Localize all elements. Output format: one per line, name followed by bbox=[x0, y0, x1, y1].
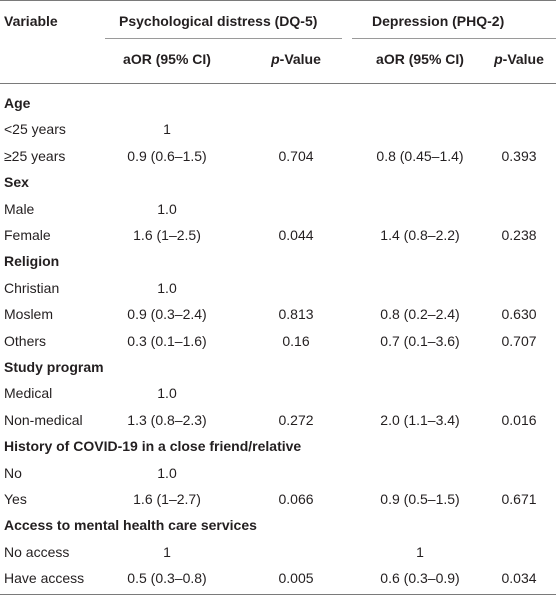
row-label: Non-medical bbox=[4, 412, 83, 428]
cell-pvalue-distress: 0.813 bbox=[278, 306, 314, 322]
cell-aor-distress: 1.0 bbox=[157, 465, 177, 481]
cell-pvalue-depression: 0.671 bbox=[501, 491, 537, 507]
cell-aor-distress: 0.3 (0.1–1.6) bbox=[127, 333, 207, 349]
cell-pvalue-depression: 0.393 bbox=[501, 148, 537, 164]
cell-aor-distress: 1.0 bbox=[157, 385, 177, 401]
row-label: <25 years bbox=[4, 121, 66, 137]
row-label: Yes bbox=[4, 491, 27, 507]
header-group-distress: Psychological distress (DQ-5) bbox=[119, 13, 318, 29]
cell-aor-depression: 0.9 (0.5–1.5) bbox=[380, 491, 460, 507]
cell-aor-distress: 0.9 (0.3–2.4) bbox=[127, 306, 207, 322]
cell-aor-depression: 0.8 (0.2–2.4) bbox=[380, 306, 460, 322]
row-label: Moslem bbox=[4, 306, 54, 322]
cell-pvalue-distress: 0.044 bbox=[278, 227, 314, 243]
cell-aor-depression: 0.6 (0.3–0.9) bbox=[380, 570, 460, 586]
cell-aor-distress: 1.6 (1–2.7) bbox=[133, 491, 201, 507]
header-bottom-rule bbox=[0, 83, 556, 84]
section-title: Age bbox=[4, 95, 31, 111]
cell-aor-distress: 0.9 (0.6–1.5) bbox=[127, 148, 207, 164]
row-label: Others bbox=[4, 333, 47, 349]
row-label: Medical bbox=[4, 385, 53, 401]
row-label: Have access bbox=[4, 570, 85, 586]
cell-aor-distress: 1 bbox=[163, 121, 171, 137]
cell-aor-distress: 1 bbox=[163, 544, 171, 560]
cell-pvalue-depression: 0.707 bbox=[501, 333, 537, 349]
cell-aor-depression: 0.7 (0.1–3.6) bbox=[380, 333, 460, 349]
cell-pvalue-distress: 0.704 bbox=[278, 148, 314, 164]
row-label: Male bbox=[4, 201, 35, 217]
header-pvalue-depression: p-Value bbox=[494, 51, 544, 67]
table-bottom-rule bbox=[0, 594, 556, 595]
cell-pvalue-depression: 0.016 bbox=[501, 412, 537, 428]
row-label: Female bbox=[4, 227, 51, 243]
section-title: Access to mental health care services bbox=[4, 517, 257, 533]
cell-aor-distress: 0.5 (0.3–0.8) bbox=[127, 570, 207, 586]
section-title: Sex bbox=[4, 174, 29, 190]
cell-aor-distress: 1.6 (1–2.5) bbox=[133, 227, 201, 243]
row-label: No bbox=[4, 465, 22, 481]
header-group-distress-rule bbox=[105, 38, 342, 39]
cell-pvalue-depression: 0.034 bbox=[501, 570, 537, 586]
cell-aor-distress: 1.0 bbox=[157, 201, 177, 217]
cell-pvalue-distress: 0.066 bbox=[278, 491, 314, 507]
header-aor-distress: aOR (95% CI) bbox=[123, 51, 211, 67]
header-aor-depression: aOR (95% CI) bbox=[376, 51, 464, 67]
cell-pvalue-depression: 0.238 bbox=[501, 227, 537, 243]
cell-pvalue-distress: 0.272 bbox=[278, 412, 314, 428]
row-label: Christian bbox=[4, 280, 60, 296]
cell-pvalue-distress: 0.16 bbox=[282, 333, 310, 349]
header-pvalue-distress: p-Value bbox=[271, 51, 321, 67]
cell-aor-depression: 1 bbox=[416, 544, 424, 560]
section-title: Study program bbox=[4, 359, 104, 375]
section-title: Religion bbox=[4, 253, 60, 269]
cell-aor-depression: 0.8 (0.45–1.4) bbox=[376, 148, 464, 164]
header-group-depression-rule bbox=[352, 38, 556, 39]
cell-aor-distress: 1.3 (0.8–2.3) bbox=[127, 412, 207, 428]
row-label: No access bbox=[4, 544, 70, 560]
cell-pvalue-distress: 0.005 bbox=[278, 570, 314, 586]
table-top-rule bbox=[0, 0, 556, 1]
header-group-depression: Depression (PHQ-2) bbox=[372, 13, 505, 29]
cell-aor-depression: 2.0 (1.1–3.4) bbox=[380, 412, 460, 428]
header-variable: Variable bbox=[4, 13, 58, 29]
section-title: History of COVID-19 in a close friend/re… bbox=[4, 438, 302, 454]
cell-pvalue-depression: 0.630 bbox=[501, 306, 537, 322]
row-label: ≥25 years bbox=[4, 148, 66, 164]
cell-aor-distress: 1.0 bbox=[157, 280, 177, 296]
cell-aor-depression: 1.4 (0.8–2.2) bbox=[380, 227, 460, 243]
